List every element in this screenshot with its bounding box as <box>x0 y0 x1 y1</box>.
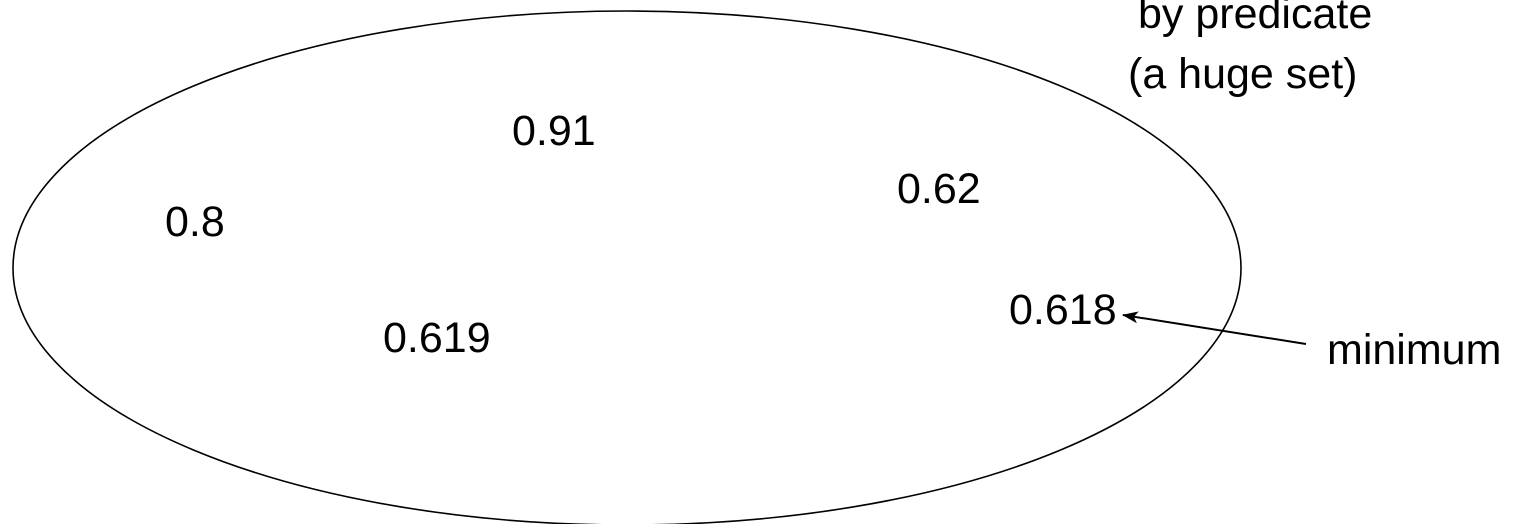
value-label: 0.8 <box>165 198 225 246</box>
set-caption-line2: (a huge set) <box>1128 50 1357 98</box>
minimum-arrow <box>1122 311 1307 345</box>
minimum-annotation-label: minimum <box>1327 326 1501 374</box>
minimum-value-label: 0.618 <box>1009 286 1117 334</box>
value-label: 0.91 <box>512 107 596 155</box>
set-ellipse <box>12 10 1242 524</box>
set-caption-line1: by predicate <box>1138 0 1372 38</box>
value-label: 0.62 <box>897 165 981 213</box>
value-label: 0.619 <box>383 314 491 362</box>
